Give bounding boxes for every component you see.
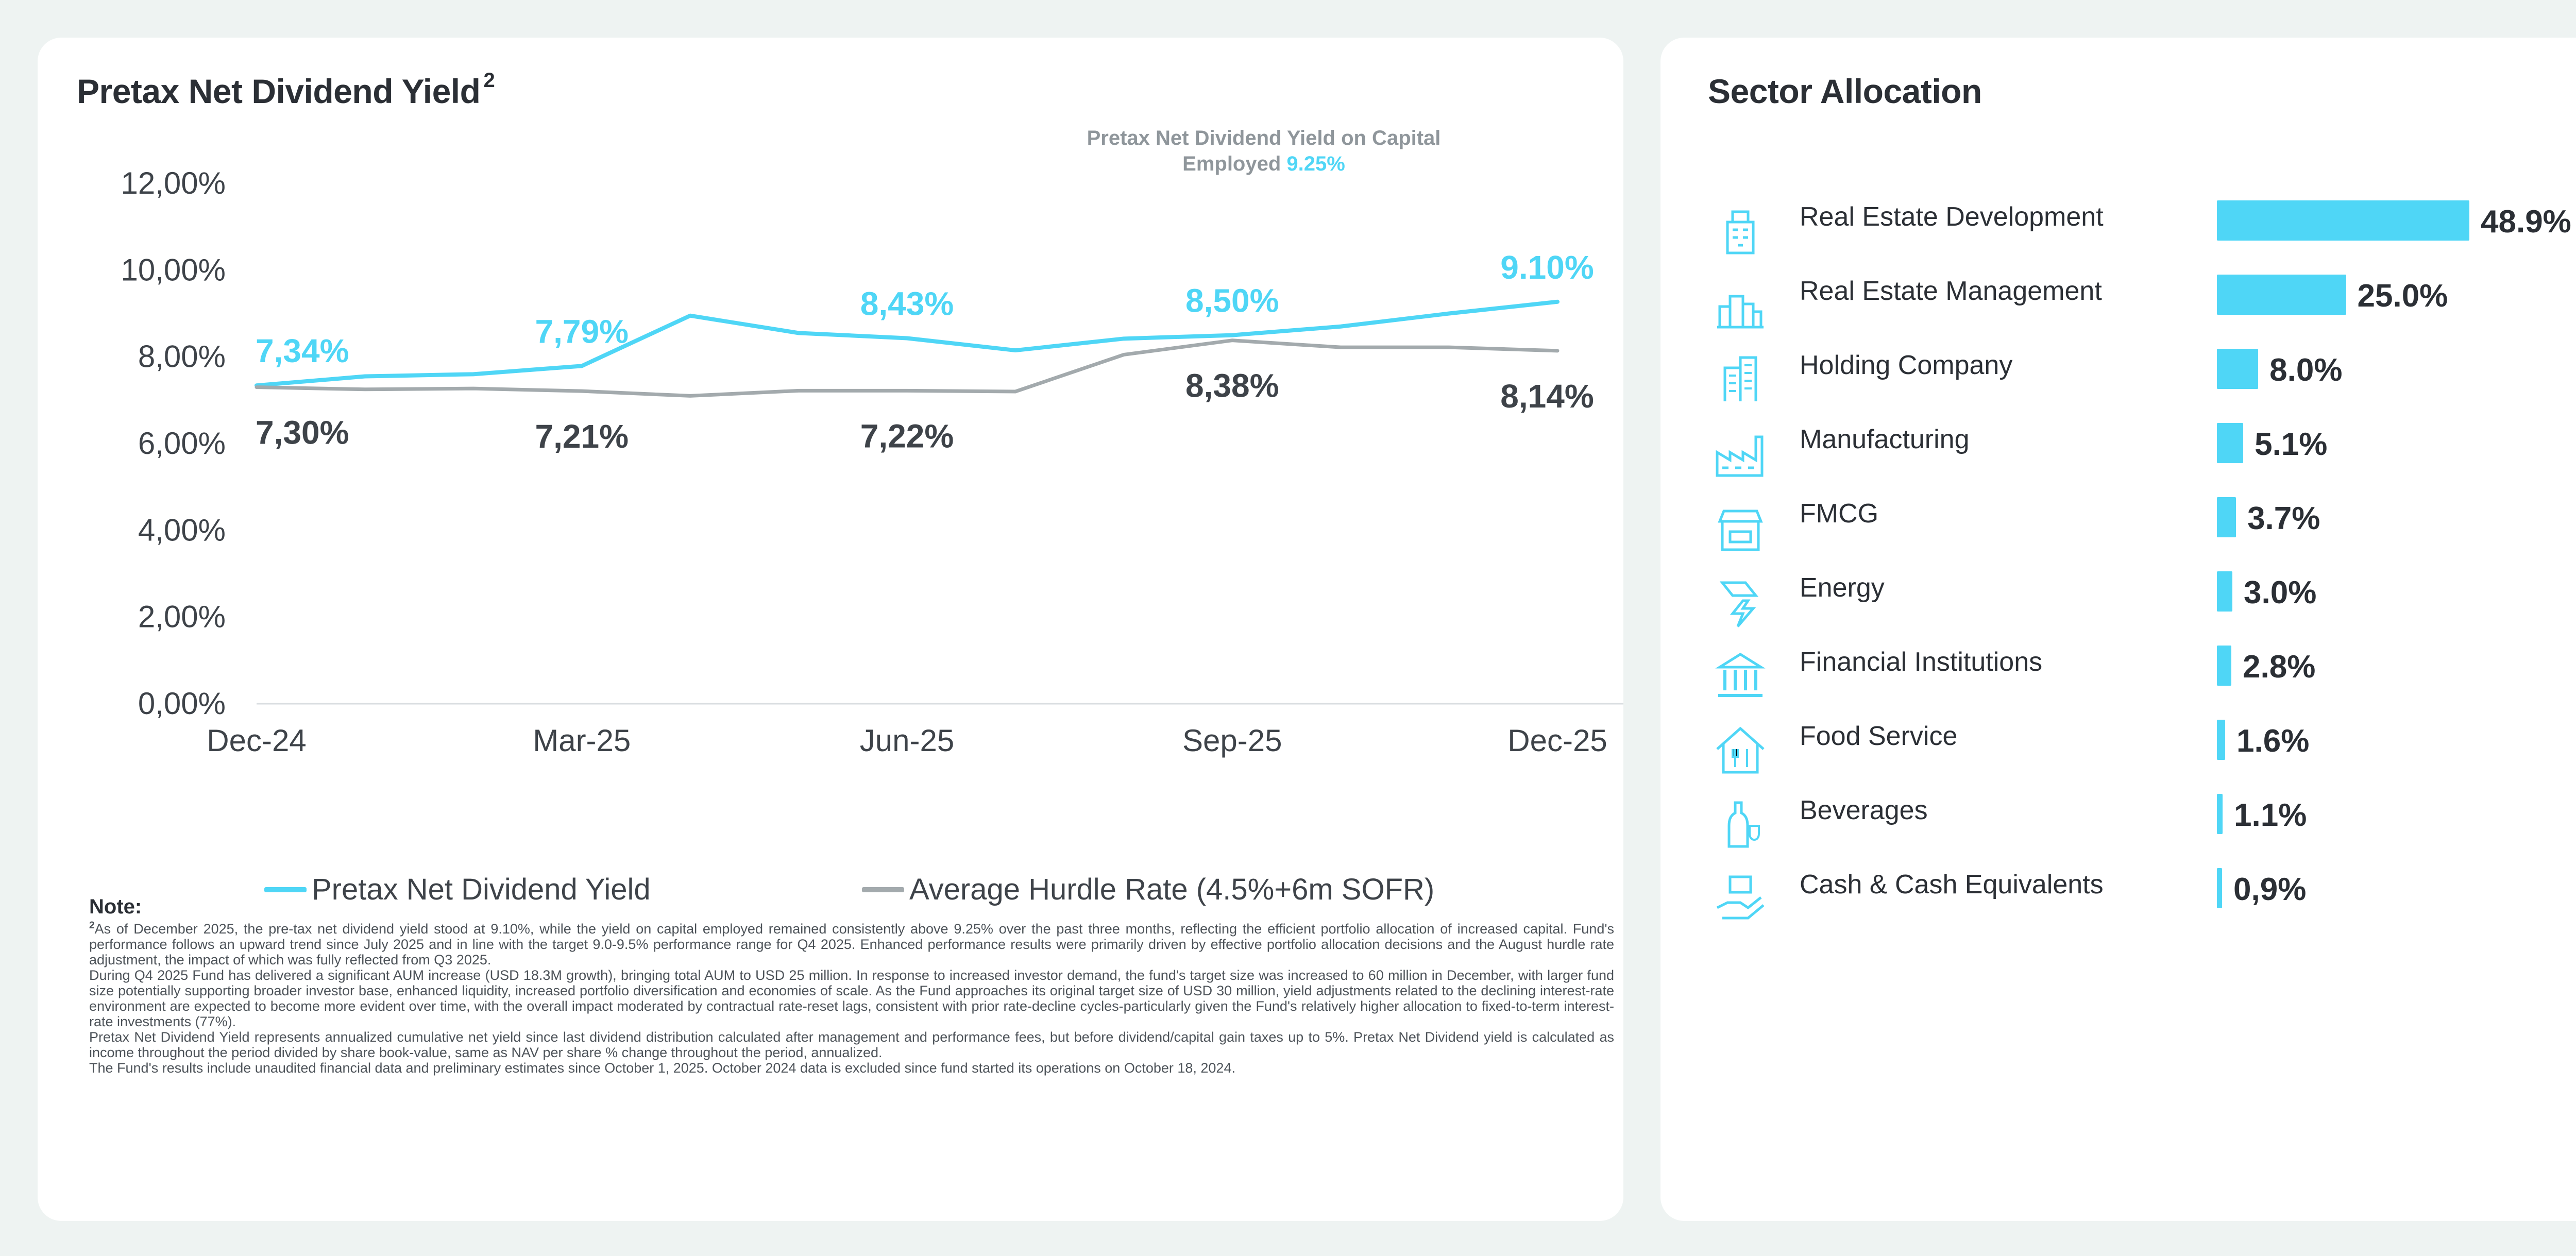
sector-bar bbox=[2217, 720, 2226, 760]
sector-bar bbox=[2217, 571, 2233, 612]
yield-data-label: 9.10% bbox=[1500, 249, 1594, 286]
sector-percentage: 3.7% bbox=[2247, 501, 2320, 536]
capital-employed-note: Pretax Net Dividend Yield on Capital Emp… bbox=[1087, 127, 1441, 175]
hurdle-series-line bbox=[255, 338, 1560, 398]
sector-label: Beverages bbox=[1800, 795, 1928, 825]
footnote-text: Note: 2As of December 2025, the pre-tax … bbox=[89, 895, 1614, 1076]
sector-row: Real Estate Development 48.9% bbox=[1660, 192, 2576, 266]
x-tick-label: Dec-25 bbox=[1507, 723, 1607, 758]
legend-swatch-hurdle bbox=[862, 887, 904, 892]
sector-percentage: 25.0% bbox=[2357, 278, 2448, 314]
sector-bar bbox=[2217, 646, 2232, 686]
x-tick-label: Mar-25 bbox=[533, 723, 631, 758]
sector-label: Manufacturing bbox=[1800, 425, 1970, 454]
sector-bar bbox=[2217, 497, 2236, 537]
storefront-icon bbox=[1712, 498, 1769, 555]
y-tick-label: 0,00% bbox=[138, 686, 226, 721]
y-tick-label: 12,00% bbox=[121, 166, 226, 200]
bottle-glass-icon bbox=[1712, 795, 1769, 852]
sector-percentage: 3.0% bbox=[2244, 575, 2317, 610]
sector-label: Financial Institutions bbox=[1800, 647, 2043, 677]
sector-percentage: 0,9% bbox=[2233, 872, 2307, 907]
sector-row: Beverages 1.1% bbox=[1660, 786, 2576, 860]
hurdle-data-label: 7,21% bbox=[535, 418, 629, 455]
sector-row: Cash & Cash Equivalents 0,9% bbox=[1660, 860, 2576, 934]
factory-icon bbox=[1712, 424, 1769, 481]
sector-bar bbox=[2217, 275, 2346, 315]
yield-data-label: 8,50% bbox=[1185, 282, 1279, 319]
yield-data-label: 7,34% bbox=[256, 332, 349, 369]
note-paragraph-3: Pretax Net Dividend Yield represents ann… bbox=[89, 1029, 1614, 1060]
note-paragraph-4: The Fund's results include unaudited fin… bbox=[89, 1060, 1235, 1076]
yield-series-line bbox=[255, 299, 1560, 388]
sector-allocation-title: Sector Allocation bbox=[1708, 72, 1982, 110]
note-paragraph-2: During Q4 2025 Fund has delivered a sign… bbox=[89, 968, 1614, 1029]
sector-label: Cash & Cash Equivalents bbox=[1800, 870, 2104, 899]
sector-label: Food Service bbox=[1800, 721, 1958, 751]
skyscraper-icon bbox=[1712, 350, 1769, 406]
sector-bar bbox=[2217, 868, 2222, 908]
yield-data-label: 8,43% bbox=[860, 285, 954, 322]
legend-item-hurdle: Average Hurdle Rate (4.5%+6m SOFR) bbox=[862, 872, 1434, 907]
y-tick-label: 2,00% bbox=[138, 600, 226, 634]
restaurant-house-icon bbox=[1712, 721, 1769, 777]
sector-row: Financial Institutions 2.8% bbox=[1660, 637, 2576, 711]
y-tick-label: 8,00% bbox=[138, 340, 226, 374]
capital-employed-value: 9.25% bbox=[1286, 152, 1345, 175]
note-paragraph-1: 2As of December 2025, the pre-tax net di… bbox=[89, 920, 1614, 968]
cash-hand-icon bbox=[1712, 869, 1769, 926]
sector-bar bbox=[2217, 423, 2244, 463]
sector-row: Real Estate Management 25.0% bbox=[1660, 266, 2576, 341]
sector-row: Holding Company 8.0% bbox=[1660, 341, 2576, 415]
y-tick-label: 4,00% bbox=[138, 513, 226, 547]
sector-percentage: 1.6% bbox=[2236, 723, 2310, 759]
y-tick-label: 10,00% bbox=[121, 252, 226, 287]
sector-row: FMCG 3.7% bbox=[1660, 489, 2576, 563]
dividend-yield-card: Pretax Net Dividend Yield 2 Pretax Net Di… bbox=[38, 38, 1623, 1221]
sector-label: Real Estate Management bbox=[1800, 276, 2102, 306]
sector-label: Real Estate Development bbox=[1800, 202, 2104, 232]
yield-line-chart: 0,00% 2,00% 4,00% 6,00% 8,00% 10,00% 12,00% Dec… bbox=[121, 166, 1623, 758]
sector-label: Holding Company bbox=[1800, 350, 2013, 380]
sector-bar bbox=[2217, 794, 2223, 834]
office-building-icon bbox=[1712, 201, 1769, 258]
yield-data-label: 7,79% bbox=[535, 313, 629, 350]
hurdle-data-label: 7,30% bbox=[256, 414, 349, 451]
hurdle-data-label: 8,14% bbox=[1500, 378, 1594, 415]
footnote-marker: 2 bbox=[483, 69, 495, 92]
sector-percentage: 1.1% bbox=[2234, 797, 2307, 833]
sector-bar bbox=[2217, 349, 2259, 389]
chart-title: Pretax Net Dividend Yield 2 bbox=[77, 69, 495, 110]
sector-percentage: 8.0% bbox=[2269, 352, 2343, 388]
sector-percentage: 2.8% bbox=[2243, 649, 2316, 685]
energy-bolt-icon bbox=[1712, 572, 1769, 629]
legend-item-yield: Pretax Net Dividend Yield bbox=[264, 872, 651, 907]
sector-allocation-card: Sector Allocation Real Estate Developmen… bbox=[1660, 38, 2576, 1221]
sector-row: Food Service 1.6% bbox=[1660, 711, 2576, 786]
sector-label: FMCG bbox=[1800, 499, 1879, 529]
x-tick-label: Sep-25 bbox=[1182, 723, 1282, 758]
legend-swatch-yield bbox=[264, 887, 307, 892]
bank-icon bbox=[1712, 647, 1769, 703]
x-tick-label: Jun-25 bbox=[860, 723, 954, 758]
sector-label: Energy bbox=[1800, 573, 1885, 603]
sector-row: Manufacturing 5.1% bbox=[1660, 415, 2576, 489]
hurdle-data-label: 7,22% bbox=[860, 417, 954, 454]
hurdle-data-label: 8,38% bbox=[1185, 367, 1279, 404]
sector-percentage: 48.9% bbox=[2481, 204, 2571, 240]
y-tick-label: 6,00% bbox=[138, 426, 226, 461]
city-buildings-icon bbox=[1712, 276, 1769, 332]
x-tick-label: Dec-24 bbox=[207, 723, 306, 758]
sector-bar bbox=[2217, 200, 2469, 241]
sector-percentage: 5.1% bbox=[2255, 427, 2328, 462]
sector-row: Energy 3.0% bbox=[1660, 563, 2576, 637]
